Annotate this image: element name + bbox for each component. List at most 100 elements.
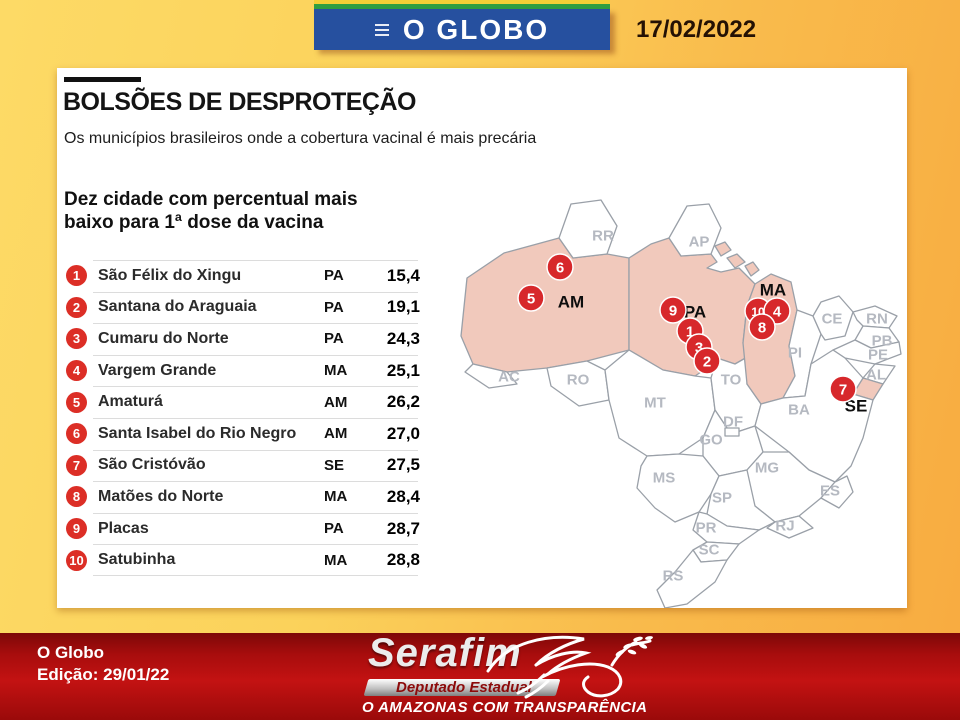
map-state-label: DF — [723, 414, 743, 431]
table-row: 9 Placas PA 28,7 — [64, 512, 420, 545]
map-state-ap — [668, 203, 722, 257]
map-state-rs — [656, 549, 728, 608]
map-state-label: BA — [788, 402, 810, 419]
rank-badge: 9 — [66, 518, 87, 540]
ranking-heading: Dez cidade com percentual mais baixo par… — [64, 188, 358, 234]
city-name: Placas — [98, 519, 149, 537]
state-code: PA — [324, 520, 344, 538]
city-name: Satubinha — [98, 551, 176, 569]
rank-badge: 8 — [66, 486, 87, 508]
city-name: Santana do Araguaia — [98, 298, 257, 316]
map-state-label: ES — [820, 483, 840, 500]
percent-value: 27,5 — [386, 455, 420, 475]
source-line1: O Globo — [37, 643, 105, 662]
svg-text:3: 3 — [695, 340, 703, 357]
map-state-df — [724, 427, 740, 437]
slide-date: 17/02/2022 — [636, 16, 757, 43]
table-row: 5 Amaturá AM 26,2 — [64, 386, 420, 418]
rank-badge: 3 — [66, 328, 87, 350]
map-state-am — [460, 237, 630, 373]
map-state-label: GO — [699, 432, 723, 449]
map-marker: 9 — [659, 296, 687, 324]
map-state-label: CE — [822, 311, 843, 328]
map-state-label: SE — [845, 397, 868, 416]
map-state-label: AL — [866, 367, 886, 384]
table-row: 10 Satubinha MA 28,8 — [64, 544, 420, 576]
svg-text:5: 5 — [527, 291, 535, 308]
city-name: São Félix do Xingu — [98, 266, 242, 284]
state-code: AM — [324, 393, 348, 411]
rank-badge: 6 — [66, 423, 87, 445]
state-code: PA — [324, 267, 344, 285]
source-attribution: O Globo Edição: 29/01/22 — [37, 642, 169, 686]
map-state-label: PB — [872, 333, 893, 350]
city-name: São Cristóvão — [98, 456, 206, 474]
rank-badge: 10 — [66, 549, 87, 571]
map-marker: 2 — [693, 347, 721, 375]
percent-value: 19,1 — [386, 297, 420, 317]
percent-value: 27,0 — [386, 423, 420, 443]
map-state-label: PA — [684, 303, 706, 322]
map-state-label: AP — [689, 234, 710, 251]
map-state-label: MG — [755, 460, 779, 477]
svg-text:9: 9 — [669, 303, 677, 320]
table-row: 1 São Félix do Xingu PA 15,4 — [64, 260, 420, 292]
oglobo-masthead: O GLOBO — [314, 9, 610, 50]
percent-value: 28,7 — [386, 518, 420, 538]
infographic-title: BOLSÕES DE DESPROTEÇÃO — [63, 88, 416, 116]
table-row: 3 Cumaru do Norte PA 24,3 — [64, 323, 420, 355]
masthead-stripe — [314, 0, 610, 9]
city-name: Santa Isabel do Rio Negro — [98, 424, 297, 442]
map-state-pe — [832, 339, 902, 365]
stripe-yellow — [314, 0, 610, 4]
footer-bar: O Globo Edição: 29/01/22 Serafim Deputad… — [0, 631, 960, 720]
table-row: 6 Santa Isabel do Rio Negro AM 27,0 — [64, 417, 420, 450]
map-island — [714, 241, 732, 257]
logo-tagline: O AMAZONAS COM TRANSPARÊNCIA — [362, 699, 648, 716]
map-state-label: PE — [868, 347, 888, 364]
map-state-ac — [464, 363, 518, 389]
map-state-es — [820, 475, 854, 509]
table-row: 2 Santana do Araguaia PA 19,1 — [64, 291, 420, 324]
table-row: 7 São Cristóvão SE 27,5 — [64, 449, 420, 482]
map-state-label: AM — [558, 293, 584, 312]
map-state-rr — [558, 199, 618, 259]
map-state-label: RO — [567, 372, 590, 389]
map-state-label: TO — [721, 372, 742, 389]
ranking-heading-line2: baixo para 1ª dose da vacina — [64, 212, 324, 233]
map-state-label: RS — [663, 568, 684, 585]
map-state-ms — [636, 453, 720, 523]
percent-value: 28,8 — [386, 550, 420, 570]
table-row: 8 Matões do Norte MA 28,4 — [64, 481, 420, 513]
svg-text:8: 8 — [758, 320, 766, 337]
stripe-green — [314, 4, 610, 9]
percent-value: 25,1 — [386, 360, 420, 380]
map-state-pr — [692, 511, 760, 545]
logo-role: Deputado Estadual — [396, 679, 532, 696]
map-marker: 8 — [748, 313, 776, 341]
percent-value: 26,2 — [386, 392, 420, 412]
infographic-panel: BOLSÕES DE DESPROTEÇÃO Os municípios bra… — [57, 68, 907, 608]
svg-text:6: 6 — [556, 260, 564, 277]
serafim-logo: Serafim Deputado Estadual O AMAZONAS COM… — [362, 631, 672, 717]
percent-value: 28,4 — [386, 486, 420, 506]
map-state-label: MA — [760, 281, 786, 300]
rank-badge: 7 — [66, 454, 87, 476]
state-code: SE — [324, 456, 345, 474]
map-state-label: SC — [699, 542, 720, 559]
map-state-label: RJ — [775, 518, 794, 535]
map-state-label: SP — [712, 490, 732, 507]
city-name: Cumaru do Norte — [98, 329, 229, 347]
percent-value: 15,4 — [386, 265, 420, 285]
svg-text:4: 4 — [773, 304, 782, 321]
rank-badge: 5 — [66, 391, 87, 413]
map-state-label: RN — [866, 311, 888, 328]
map-island — [726, 253, 746, 269]
map-state-label: PI — [788, 345, 802, 362]
city-name: Matões do Norte — [98, 487, 224, 505]
city-name: Vargem Grande — [98, 361, 217, 379]
ranking-table: 1 São Félix do Xingu PA 15,4 2 Santana d… — [64, 260, 420, 576]
state-code: MA — [324, 488, 348, 506]
state-code: MA — [324, 362, 348, 380]
